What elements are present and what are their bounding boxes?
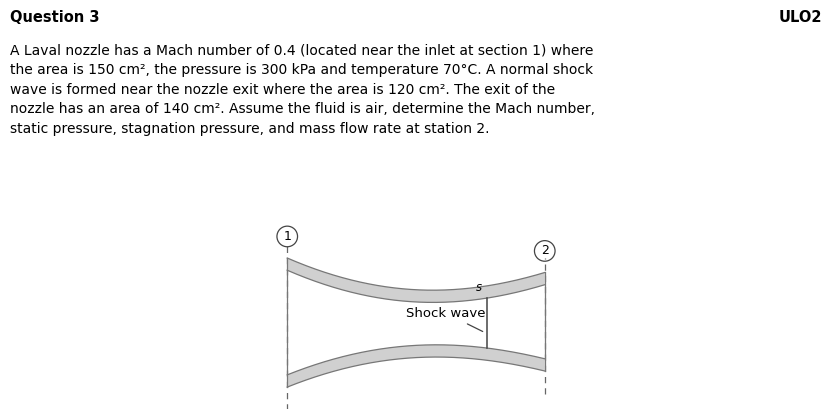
Text: ULO2: ULO2 [779, 10, 822, 25]
Text: s: s [476, 281, 482, 294]
Text: Question 3: Question 3 [10, 10, 100, 25]
Polygon shape [287, 258, 545, 302]
Text: Shock wave: Shock wave [406, 307, 486, 332]
Text: 2: 2 [541, 244, 548, 257]
Text: 1: 1 [284, 230, 291, 243]
Polygon shape [287, 345, 545, 387]
Text: A Laval nozzle has a Mach number of 0.4 (located near the inlet at section 1) wh: A Laval nozzle has a Mach number of 0.4 … [10, 44, 595, 136]
